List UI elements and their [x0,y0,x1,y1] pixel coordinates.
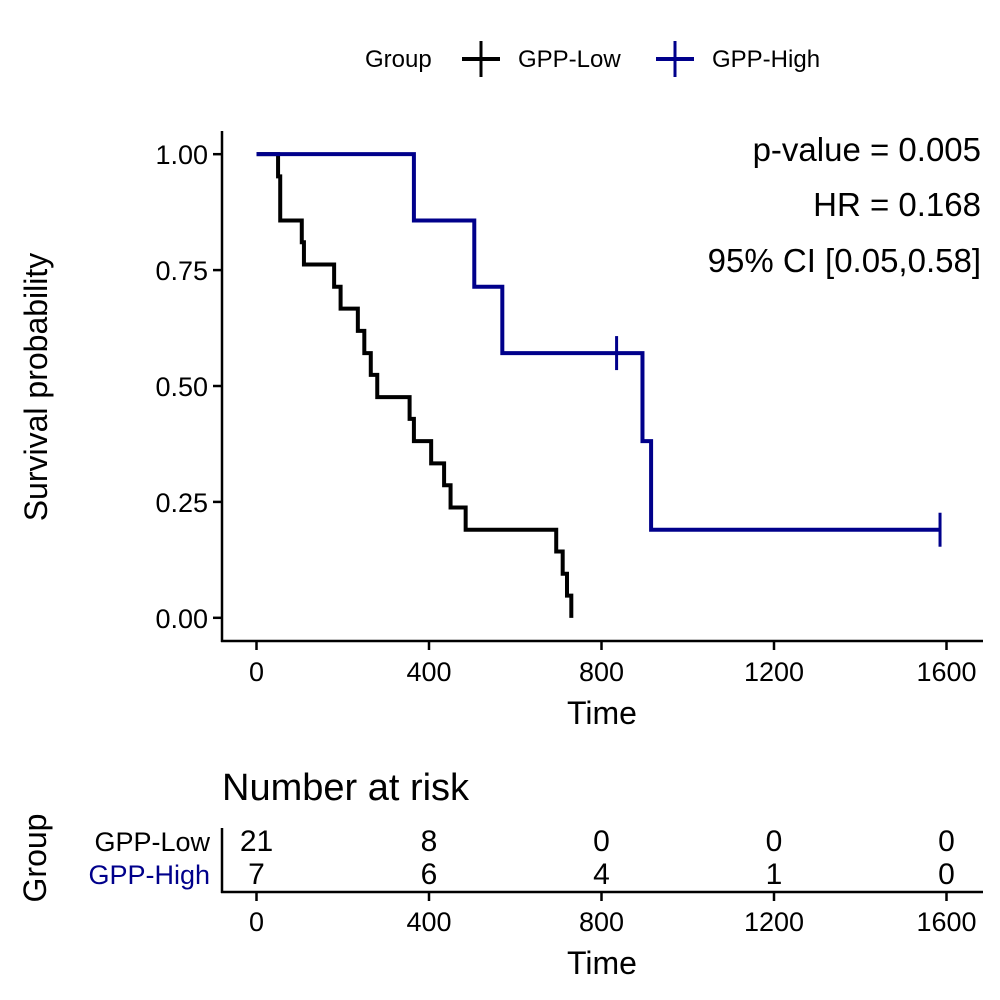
annotation-hr: HR = 0.168 [813,186,981,223]
annotation-p-value: p-value = 0.005 [753,131,981,168]
risk-cell-gpp-high: 0 [938,858,955,891]
y-tick-label: 0.75 [155,256,208,286]
y-tick-label: 0.25 [155,488,208,518]
risk-cell-gpp-low: 8 [421,825,438,858]
legend-key-gpp-low [462,41,500,77]
x-tick-label: 400 [406,657,451,687]
x-axis-ticks: 0 400 800 1200 1600 [249,641,977,687]
y-axis-ticks: 0.00 0.25 0.50 0.75 1.00 [155,140,222,634]
risk-x-tick-label: 800 [579,907,624,937]
risk-x-axis-ticks: 0 400 800 1200 1600 [249,892,977,937]
risk-table-y-title: Group [17,814,53,903]
legend-label-gpp-low: GPP-Low [518,46,621,73]
survival-curve-gpp-high [256,152,941,532]
legend-key-gpp-high [656,41,694,77]
risk-cell-gpp-low: 21 [240,825,273,858]
y-tick-label: 0.00 [155,604,208,634]
annotation-ci: 95% CI [0.05,0.58] [708,242,981,279]
risk-x-tick-label: 0 [249,907,264,937]
risk-x-axis-title: Time [567,945,637,981]
risk-cell-gpp-low: 0 [938,825,955,858]
y-tick-label: 1.00 [155,140,208,170]
survival-curves [256,152,942,618]
risk-table-cells: 21 8 0 0 07 6 4 1 0 [240,825,955,891]
y-axis-title: Survival probability [18,253,54,522]
risk-row-label-gpp-low: GPP-Low [94,827,210,857]
risk-cell-gpp-low: 0 [766,825,783,858]
x-tick-label: 1200 [744,657,804,687]
survival-plot: Survival probability 0.00 0.25 0.50 0.75 1.0… [18,131,983,731]
x-axis-title: Time [567,695,637,731]
x-tick-label: 800 [579,657,624,687]
survival-curve-gpp-low [256,152,574,618]
risk-cell-gpp-low: 0 [593,825,610,858]
risk-x-tick-label: 1600 [916,907,976,937]
risk-cell-gpp-high: 1 [766,858,783,891]
x-tick-label: 0 [249,657,264,687]
y-tick-label: 0.50 [155,372,208,402]
x-tick-label: 1600 [916,657,976,687]
risk-row-label-gpp-high: GPP-High [88,860,210,890]
risk-cell-gpp-high: 7 [248,858,265,891]
legend-title: Group [365,46,432,73]
risk-cell-gpp-high: 6 [421,858,438,891]
risk-cell-gpp-high: 4 [593,858,610,891]
legend: Group GPP-Low GPP-High [365,41,820,77]
risk-x-tick-label: 1200 [744,907,804,937]
risk-table-title: Number at risk [222,767,470,809]
risk-table: Number at risk Group GPP-Low GPP-High 21… [17,767,983,981]
legend-label-gpp-high: GPP-High [712,46,820,73]
risk-x-tick-label: 400 [406,907,451,937]
